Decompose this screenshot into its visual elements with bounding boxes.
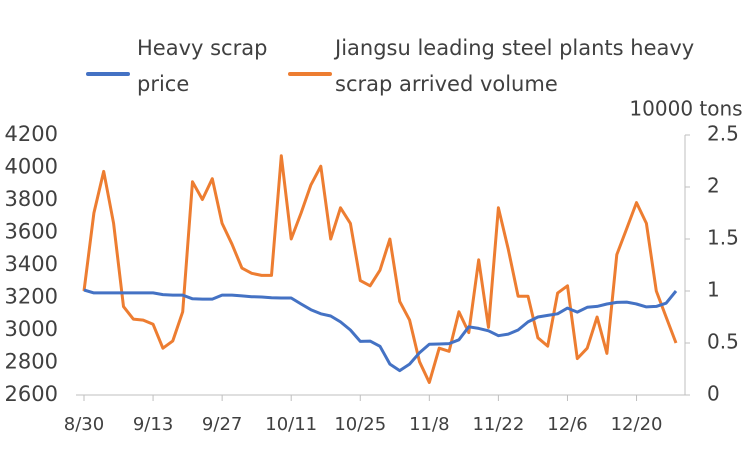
x-tick-label: 10/25: [334, 414, 386, 435]
legend-label: Jiangsu leading steel plants heavy scrap…: [335, 36, 695, 96]
y-tick-label: 3800: [5, 187, 58, 211]
y-tick-label: 3400: [5, 252, 58, 276]
y2-tick-label: 2.5: [707, 122, 739, 146]
y-tick-label: 3000: [5, 317, 58, 341]
y2-tick-label: 1: [707, 278, 720, 302]
y-tick-label: 3200: [5, 285, 58, 309]
x-tick-label: 8/30: [64, 414, 104, 435]
y2-tick-label: 1.5: [707, 226, 739, 250]
y-tick-label: 3600: [5, 220, 58, 244]
x-tick-label: 12/6: [547, 414, 587, 435]
y-tick-label: 4000: [5, 155, 58, 179]
x-tick-label: 11/22: [472, 414, 524, 435]
legend-label: Heavy scrap price: [137, 36, 268, 96]
y2-axis-label: 10000 tons: [629, 97, 742, 121]
y2-tick-label: 0: [707, 382, 720, 406]
x-tick-label: 11/8: [409, 414, 449, 435]
x-tick-label: 12/20: [611, 414, 663, 435]
x-tick-label: 9/13: [133, 414, 173, 435]
y-tick-label: 4200: [5, 122, 58, 146]
x-tick-label: 9/27: [202, 414, 242, 435]
y2-tick-label: 2: [707, 174, 720, 198]
series-line: [83, 288, 678, 373]
series-line: [82, 154, 678, 384]
x-tick-label: 10/11: [265, 414, 317, 435]
y-tick-label: 2800: [5, 350, 58, 374]
y2-tick-label: 0.5: [707, 330, 739, 354]
y-tick-label: 2600: [5, 382, 58, 406]
